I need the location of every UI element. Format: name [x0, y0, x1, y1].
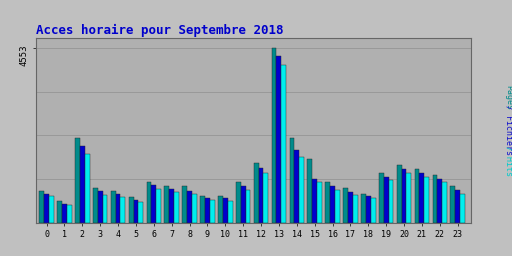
Bar [307, 159, 312, 223]
Bar [299, 157, 304, 223]
Bar [335, 190, 340, 223]
Bar [39, 191, 44, 223]
Bar [164, 186, 169, 223]
Bar [205, 198, 210, 223]
Bar [174, 192, 179, 223]
Bar [437, 179, 442, 223]
Bar [276, 56, 281, 223]
Bar [111, 191, 116, 223]
Bar [57, 201, 62, 223]
Bar [200, 196, 205, 223]
Bar [67, 205, 72, 223]
Bar [407, 173, 411, 223]
Text: / Hits: / Hits [504, 141, 512, 176]
Bar [210, 200, 215, 223]
Bar [236, 182, 241, 223]
Text: / Fichiers: / Fichiers [504, 101, 512, 155]
Bar [102, 195, 108, 223]
Bar [397, 165, 401, 223]
Bar [254, 163, 259, 223]
Bar [361, 194, 366, 223]
Text: Acces horaire pour Septembre 2018: Acces horaire pour Septembre 2018 [36, 24, 283, 37]
Bar [294, 150, 299, 223]
Bar [93, 188, 98, 223]
Bar [424, 177, 429, 223]
Bar [419, 173, 424, 223]
Bar [187, 191, 192, 223]
Bar [442, 182, 447, 223]
Bar [330, 186, 335, 223]
Bar [116, 194, 120, 223]
Bar [138, 202, 143, 223]
Bar [383, 177, 389, 223]
Bar [312, 179, 317, 223]
Bar [353, 195, 358, 223]
Bar [156, 189, 161, 223]
Bar [49, 196, 54, 223]
Bar [460, 194, 465, 223]
Bar [84, 154, 90, 223]
Bar [259, 168, 264, 223]
Bar [228, 201, 232, 223]
Bar [366, 196, 371, 223]
Bar [348, 192, 353, 223]
Bar [129, 197, 134, 223]
Bar [44, 194, 49, 223]
Bar [192, 194, 197, 223]
Bar [379, 173, 383, 223]
Bar [182, 186, 187, 223]
Bar [325, 182, 330, 223]
Bar [415, 169, 419, 223]
Bar [62, 204, 67, 223]
Bar [290, 138, 294, 223]
Bar [343, 188, 348, 223]
Bar [152, 185, 156, 223]
Bar [451, 186, 455, 223]
Bar [317, 182, 322, 223]
Bar [371, 198, 375, 223]
Bar [272, 48, 276, 223]
Bar [246, 190, 250, 223]
Bar [264, 173, 268, 223]
Bar [98, 191, 102, 223]
Bar [281, 65, 286, 223]
Bar [223, 198, 228, 223]
Bar [134, 200, 138, 223]
Bar [120, 197, 125, 223]
Bar [455, 190, 460, 223]
Bar [389, 180, 393, 223]
Bar [241, 186, 246, 223]
Bar [146, 182, 152, 223]
Bar [433, 175, 437, 223]
Bar [401, 169, 407, 223]
Bar [218, 196, 223, 223]
Bar [80, 146, 84, 223]
Text: Pages: Pages [504, 85, 512, 110]
Bar [169, 189, 174, 223]
Bar [75, 138, 80, 223]
